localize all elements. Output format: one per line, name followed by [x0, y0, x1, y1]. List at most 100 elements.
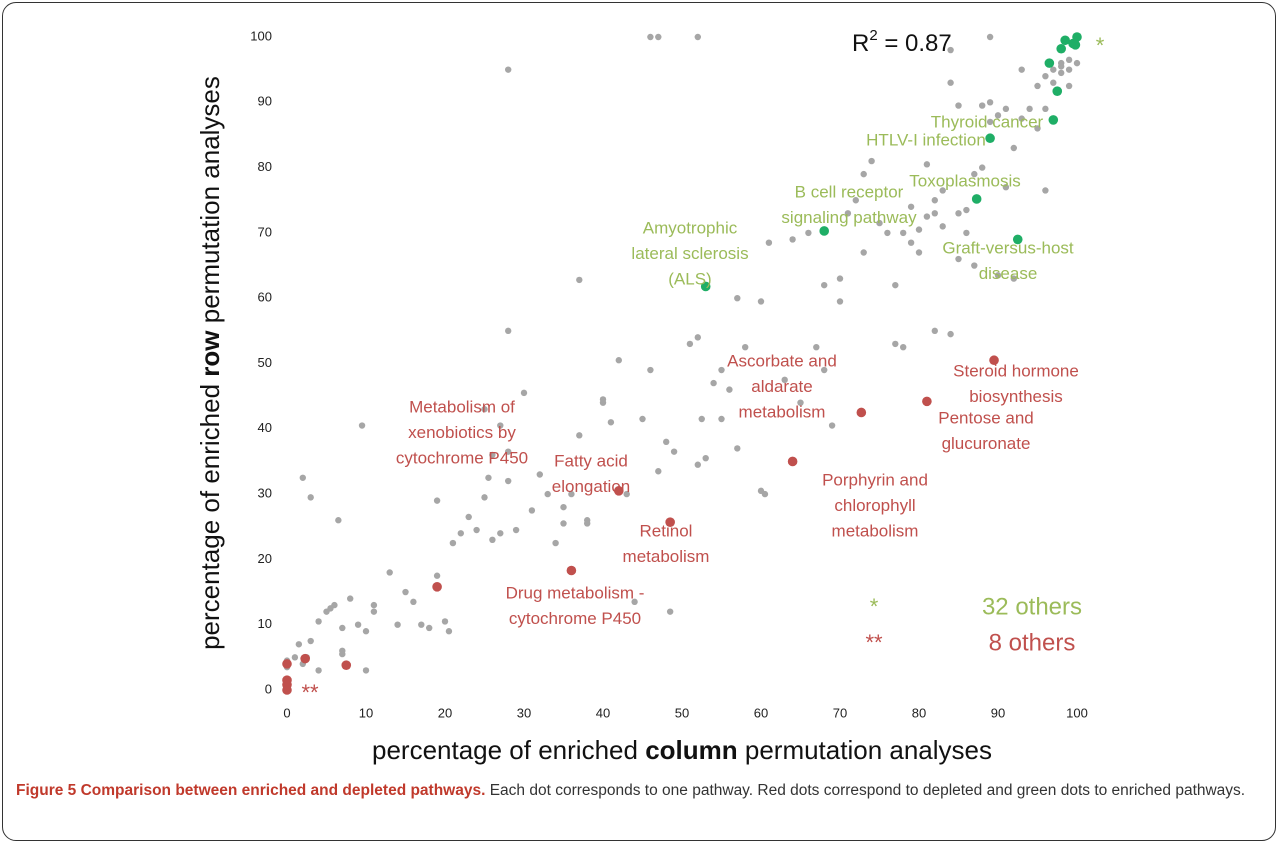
scatter-point [670, 448, 678, 455]
scatter-point [876, 219, 883, 227]
scatter-point [1042, 72, 1049, 80]
scatter-point [1060, 35, 1070, 46]
y-tick-label: 80 [258, 159, 272, 174]
x-tick-label: 0 [283, 705, 290, 720]
scatter-point [955, 255, 962, 263]
scatter-point [584, 520, 591, 527]
scatter-point [892, 281, 899, 289]
xlabel-part: permutation analyses [738, 735, 992, 765]
scatter-point [512, 526, 520, 534]
scatter-point [445, 628, 453, 635]
scatter-point [860, 170, 867, 178]
scatter-point [576, 276, 583, 284]
scatter-point [1034, 125, 1041, 132]
scatter-point [718, 366, 725, 374]
scatter-point [686, 340, 694, 348]
scatter-point [1050, 79, 1057, 86]
scatter-point [781, 376, 788, 384]
r-base: R [852, 30, 869, 57]
scatter-point [370, 601, 378, 609]
pathway-label: (ALS) [668, 269, 711, 288]
scatter-point [986, 33, 994, 41]
scatter-point [900, 343, 907, 351]
scatter-point [1056, 43, 1066, 54]
scatter-point [718, 415, 725, 423]
scatter-point [315, 667, 322, 674]
scatter-point [489, 451, 496, 459]
scatter-point [663, 438, 670, 446]
scatter-point [900, 229, 907, 237]
pathway-label: Pentose and [938, 408, 1033, 427]
scatter-point [797, 399, 804, 406]
scatter-point [568, 490, 575, 498]
scatter-point [787, 456, 798, 467]
scatter-point [852, 197, 859, 204]
pathway-label: biosynthesis [969, 387, 1063, 406]
pathway-label: Drug metabolism - [506, 583, 645, 602]
scatter-point [441, 618, 449, 625]
scatter-point [655, 33, 662, 41]
others-mark: ** [865, 630, 883, 655]
x-tick-label: 10 [359, 705, 373, 720]
x-tick-label: 70 [833, 705, 847, 720]
scatter-point [386, 569, 393, 576]
scatter-point [947, 330, 954, 338]
scatter-point [607, 419, 615, 426]
pathway-label: glucuronate [942, 434, 1031, 453]
scatter-point [615, 357, 622, 364]
scatter-point [979, 164, 986, 171]
ylabel-part: percentage of enriched [195, 377, 225, 650]
pathway-label: cytochrome P450 [509, 609, 641, 628]
scatter-point [757, 298, 765, 305]
scatter-point [449, 539, 457, 547]
scatter-point [844, 210, 852, 217]
pathway-label: Metabolism of [409, 397, 515, 416]
ylabel-part: row [195, 330, 225, 377]
chart: 0 10 20 30 40 50 60 70 80 90 100 0 10 20 30 40 50 60 70 80 9… [195, 27, 1105, 765]
scatter-point [734, 445, 741, 452]
scatter-point [836, 298, 844, 305]
scatter-point [955, 102, 962, 109]
x-tick-label: 40 [596, 705, 610, 720]
scatter-point [457, 530, 464, 537]
scatter-point [1042, 105, 1049, 113]
scatter-point [1018, 66, 1025, 73]
scatter-point [497, 422, 504, 429]
scatter-point [282, 659, 292, 669]
scatter-point [560, 503, 567, 511]
scatter-point [1042, 187, 1049, 194]
pathway-label: metabolism [739, 402, 826, 421]
r-squared: R2 = 0.87 [852, 27, 952, 57]
scatter-point [362, 628, 370, 635]
scatter-point [694, 334, 701, 341]
x-tick-label: 20 [438, 705, 452, 720]
scatter-point [892, 340, 899, 348]
scatter-point [986, 118, 994, 126]
scatter-point [1050, 66, 1057, 73]
scatter-point [931, 327, 938, 335]
scatter-point [694, 461, 701, 468]
scatter-point [915, 226, 923, 233]
pathway-label: xenobiotics by [408, 423, 516, 442]
scatter-point [433, 572, 441, 579]
pathway-label: chlorophyll [834, 496, 915, 515]
scatter-point [726, 386, 733, 393]
scatter-point [884, 229, 891, 237]
scatter-point [986, 99, 994, 106]
scatter-point [939, 223, 946, 230]
scatter-point [1002, 183, 1010, 191]
scatter-point [989, 355, 999, 366]
scatter-point [599, 399, 607, 406]
pathway-label: Fatty acid [554, 451, 628, 470]
scatter-point [789, 236, 796, 243]
scatter-point [402, 588, 409, 596]
scatter-point [860, 249, 867, 256]
scatter-point [614, 486, 624, 496]
xlabel-part: percentage of enriched [372, 735, 645, 765]
ylabel-part: permutation analyses [195, 76, 225, 330]
x-tick-label: 50 [675, 705, 689, 720]
scatter-point [426, 624, 433, 632]
scatter-point [339, 647, 346, 655]
